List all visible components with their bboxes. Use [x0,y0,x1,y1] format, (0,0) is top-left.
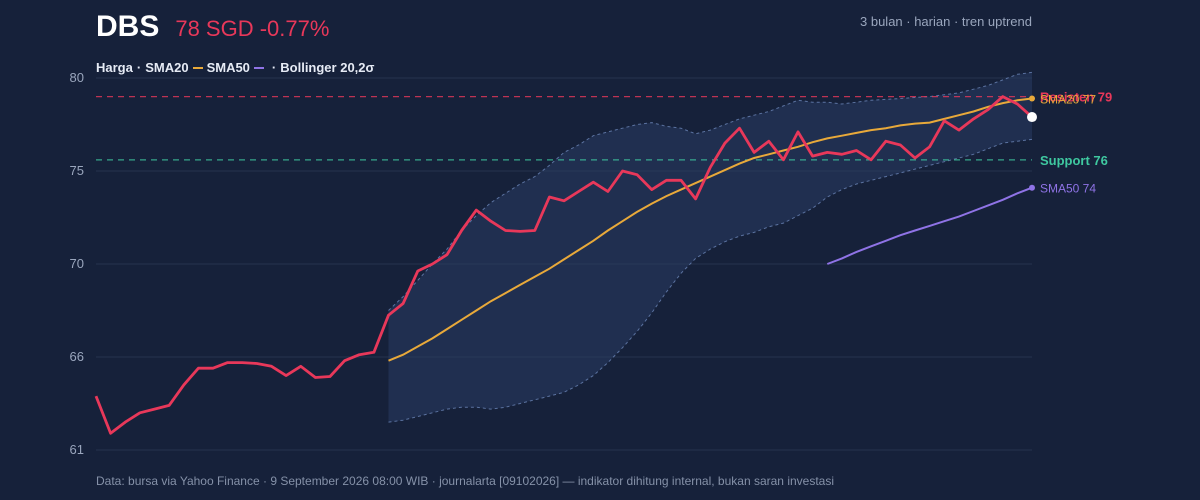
legend-separator: · [136,60,142,75]
price-quote: 78 SGD -0.77% [175,16,330,41]
sma50-line [826,186,1033,265]
price-line [94,95,1033,435]
legend-sma50: SMA50 [206,60,250,75]
sma20-line [388,97,1033,362]
sma50-end-dot [1029,184,1035,191]
y-tick-label-66: 66 [70,349,84,364]
ticker-symbol: DBS [96,10,160,43]
price-end-dot [1027,112,1037,123]
legend-sma20: SMA20 [145,60,189,75]
legend-separator-2: · [271,60,277,75]
legend-price: Harga [96,60,133,75]
support-label: Support 76 [1040,153,1108,168]
period-info: 3 bulan · harian · tren uptrend [860,14,1032,29]
y-tick-label-75: 75 [70,163,84,178]
legend-sma20-swatch [192,66,203,69]
sma20-end-label: SMA20 77 [1040,92,1096,106]
bollinger-band-fill [388,72,1032,423]
chart-legend: Harga · SMA20 SMA50 · Bollinger 20,2σ [96,60,374,75]
source-footer: Data: bursa via Yahoo Finance · 9 Septem… [96,474,834,488]
legend-sma50-swatch [253,66,264,69]
sma20-end-dot [1029,95,1035,102]
y-tick-label-80: 80 [70,70,84,85]
y-tick-label-61: 61 [70,442,84,457]
resistance-label: Resisten 79 [1040,90,1112,105]
chart-header: DBS 78 SGD -0.77% [96,10,329,44]
bollinger-lower-line [388,138,1033,423]
sma50-end-label: SMA50 74 [1040,182,1096,196]
legend-bollinger: Bollinger 20,2σ [280,60,375,75]
y-tick-label-70: 70 [70,256,84,271]
